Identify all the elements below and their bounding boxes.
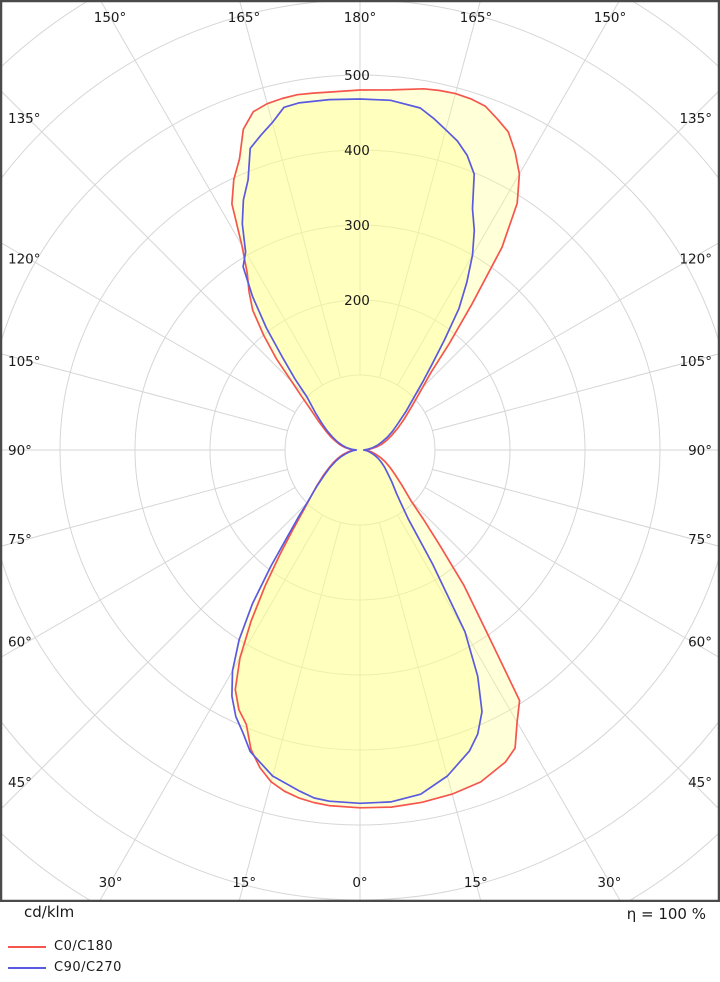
angle-tick-label: 30° [597, 875, 621, 891]
angle-tick-label: 105° [679, 354, 712, 370]
angle-tick-label: 105° [8, 354, 41, 370]
angle-tick-label: 60° [688, 635, 712, 651]
angle-tick-label: 135° [8, 111, 41, 127]
angle-tick-label: 150° [594, 10, 627, 26]
ring-value-label: 400 [344, 143, 370, 159]
grid-spoke [1, 487, 296, 658]
angle-tick-label: 30° [99, 875, 123, 891]
grid-spoke [378, 522, 482, 901]
angle-tick-label: 45° [688, 775, 712, 791]
legend-label: C0/C180 [54, 939, 114, 954]
grid-spoke [432, 353, 719, 432]
curve-fill-c0-c180 [231, 88, 520, 808]
angle-tick-label: 60° [8, 635, 32, 651]
angle-tick-label: 15° [232, 875, 256, 891]
grid-spoke [397, 514, 621, 901]
legend-item: C90/C270 [8, 957, 308, 978]
angle-tick-label: 165° [460, 10, 493, 26]
ring-value-label: 300 [344, 218, 370, 234]
grid-spoke [99, 514, 323, 901]
grid-spoke [412, 502, 719, 810]
angle-tick-label: 90° [8, 443, 32, 459]
grid-spoke [424, 487, 719, 658]
angle-tick-label: 120° [679, 251, 712, 267]
plot-border [0, 0, 720, 902]
angle-tick-label: 75° [8, 532, 32, 548]
curve-fill-c90-c270 [231, 99, 482, 804]
curve-c90-c270 [231, 98, 483, 805]
legend: C0/C180 C90/C270 [8, 936, 308, 978]
grid-spoke [424, 242, 719, 413]
legend-swatch-line [8, 966, 46, 969]
angle-tick-label: 90° [688, 443, 712, 459]
polar-grid [1, 1, 719, 901]
ring-value-label: 200 [344, 293, 370, 309]
angle-tick-label: 135° [679, 111, 712, 127]
grid-spoke [1, 468, 288, 547]
grid-spoke [1, 353, 288, 432]
legend-label: C90/C270 [54, 960, 122, 975]
grid-spoke [1, 502, 308, 810]
ring-value-label: 500 [344, 68, 370, 84]
grid-spoke [1, 242, 296, 413]
angle-tick-label: 15° [464, 875, 488, 891]
units-label: cd/klm [24, 903, 75, 921]
grid-spoke [378, 1, 481, 378]
grid-spoke [100, 1, 323, 386]
legend-swatch-line [8, 945, 46, 948]
angle-tick-label: 120° [8, 251, 41, 267]
angle-tick-label: 45° [8, 775, 32, 791]
polar-chart: 200 300 400 500 150° 165° 180° 165° 150° 135° 120°… [0, 0, 720, 902]
angle-tick-label: 150° [94, 10, 127, 26]
grid-spoke [432, 468, 719, 547]
angle-tick-label: 165° [228, 10, 261, 26]
angle-tick-label: 75° [688, 532, 712, 548]
grid-spoke [238, 522, 342, 901]
efficiency-label: η = 100 % [626, 905, 706, 923]
grid-spoke [397, 1, 620, 386]
legend-item: C0/C180 [8, 936, 308, 957]
grid-spoke [1, 90, 308, 398]
grid-spoke [239, 1, 342, 378]
grid-spoke [412, 90, 719, 398]
angle-tick-label: 0° [352, 875, 367, 891]
angle-tick-label: 180° [344, 10, 377, 26]
